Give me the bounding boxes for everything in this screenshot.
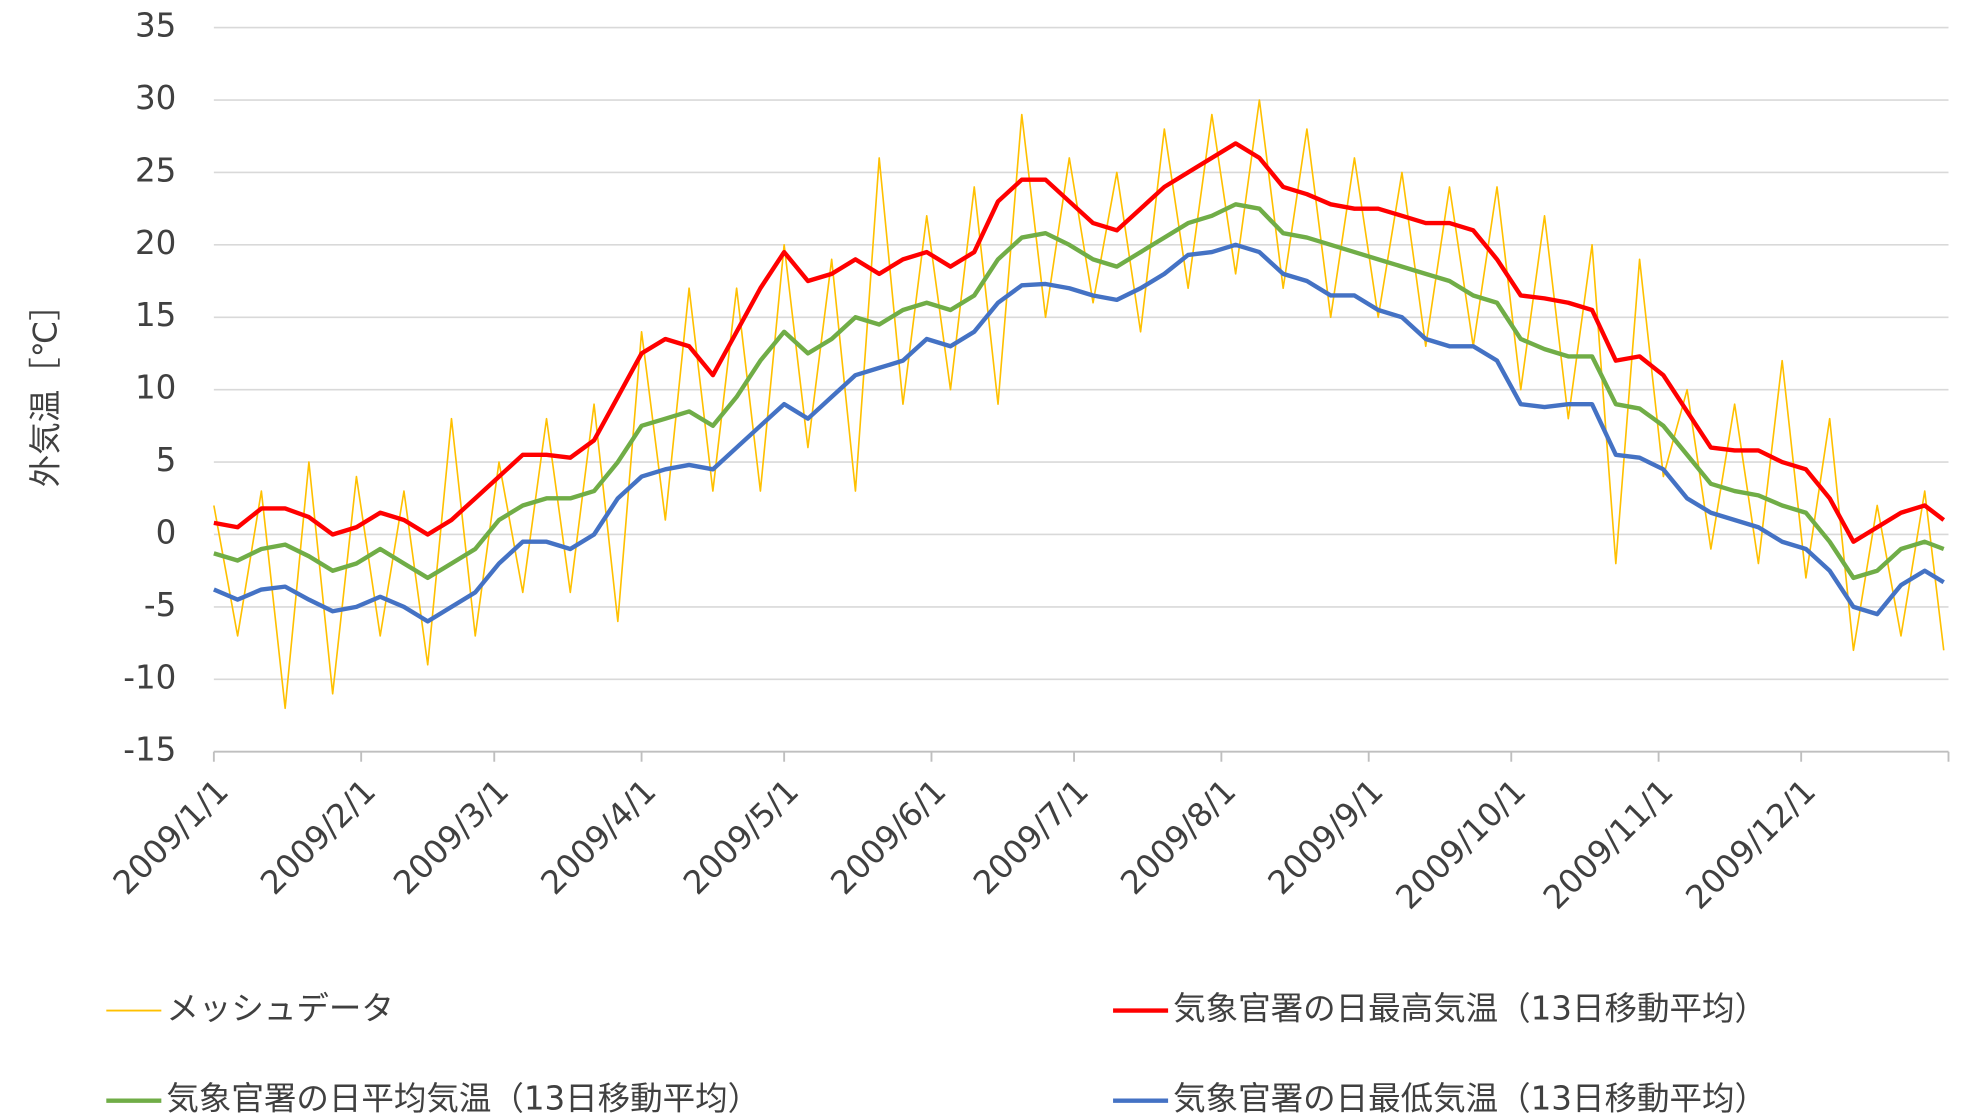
y-tick-label: -10 [123,658,176,696]
x-tick-label: 2009/3/1 [386,772,516,902]
y-tick-label: 15 [135,296,176,334]
series-line [213,99,1945,710]
series-line [213,141,1946,544]
x-tick-label: 2009/5/1 [676,772,806,902]
x-tick-label: 2009/6/1 [823,772,953,902]
y-axis-label: 外気温［℃］ [27,288,65,487]
x-tick-label: 2009/1/1 [106,772,236,902]
y-tick-label: 20 [135,224,176,262]
x-tick-label: 2009/4/1 [534,772,664,902]
y-tick-label: 10 [135,369,176,407]
x-tick-label: 2009/8/1 [1113,772,1243,902]
legend-label: 気象官署の日平均気温（13日移動平均） [166,1080,760,1117]
y-tick-label: -15 [123,731,176,769]
x-tick-label: 2009/10/1 [1389,772,1534,917]
series-line [213,202,1945,581]
y-tick-label: -5 [144,586,176,624]
x-tick-label: 2009/7/1 [966,772,1096,902]
x-tick-label: 2009/11/1 [1536,772,1681,917]
y-tick-label: 35 [135,7,176,45]
legend-label: メッシュデータ [166,990,394,1028]
y-tick-label: 0 [156,513,177,551]
legend-label: 気象官署の日最高気温（13日移動平均） [1173,990,1767,1028]
y-tick-label: 30 [135,79,176,117]
y-tick-label: 25 [135,151,176,189]
legend-label: 気象官署の日最低気温（13日移動平均） [1173,1080,1767,1117]
x-tick-label: 2009/9/1 [1261,772,1391,902]
y-tick-label: 5 [156,441,177,479]
x-tick-label: 2009/2/1 [253,772,383,902]
series-line [213,242,1945,624]
x-tick-label: 2009/12/1 [1678,772,1823,917]
